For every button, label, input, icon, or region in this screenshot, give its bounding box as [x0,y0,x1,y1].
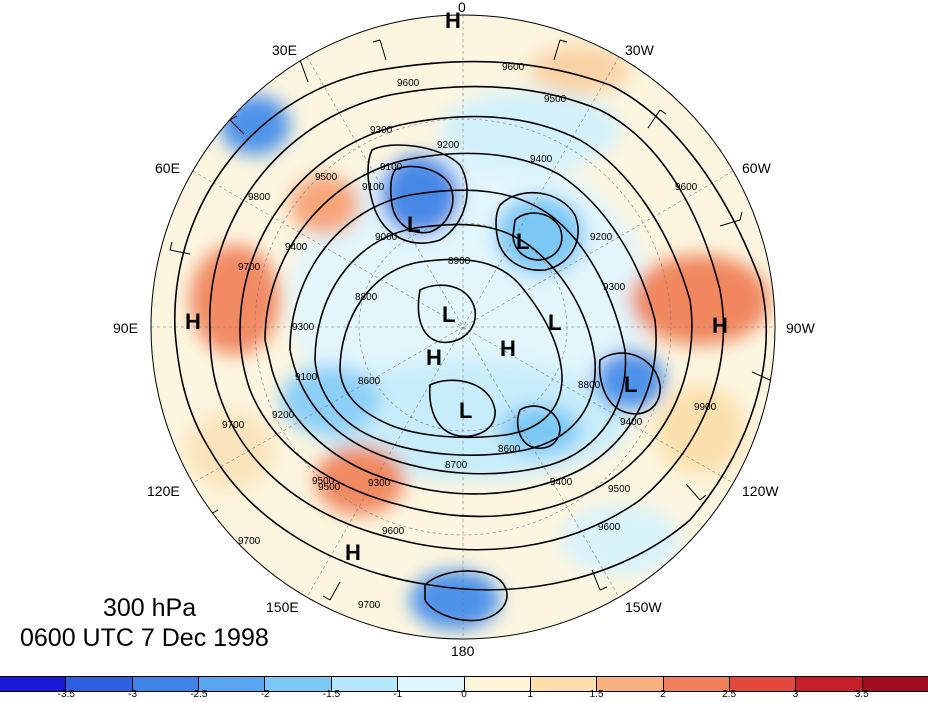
contour-label: 9500 [608,484,631,495]
contour-label: 9900 [694,402,717,413]
low-marker: L [407,212,420,237]
colorbar-segment [0,677,67,691]
contour-label: 9200 [272,410,295,421]
lon-label-60e: 60E [155,160,180,176]
colorbar-segment [530,677,598,691]
contour-label: 9700 [222,420,245,431]
contour-label: 9400 [530,154,553,165]
contour-label: 9400 [620,417,643,428]
lon-label-0: 0 [458,0,466,15]
colorbar-segment [265,677,332,691]
colorbar-tick-label: 0 [461,689,467,700]
colorbar-segment [132,677,200,691]
lon-label-30w: 30W [625,42,655,58]
map-boundary [150,14,776,640]
low-marker: L [459,398,472,423]
colorbar-segment [398,677,465,691]
contour-label: 9400 [550,477,573,488]
contour-label: 9500 [315,172,338,183]
colorbar-segment [729,677,797,691]
high-marker: H [185,309,201,334]
chart-title-time: 0600 UTC 7 Dec 1998 [20,624,269,652]
contour-label: 9600 [382,526,405,537]
colorbar-tick-label: 3.5 [854,689,869,700]
contour-label: 9600 [502,62,525,73]
contour-label: 9700 [238,536,261,547]
lon-label-30e: 30E [272,42,297,58]
contour-label: 9300 [370,125,393,136]
longitude-labels: 0 30W 60W 90W 120W 150W 180 150E 120E 90… [113,0,816,659]
contour-label: 8600 [358,376,381,387]
lon-label-60w: 60W [742,160,772,176]
contour-label: 9100 [362,182,385,193]
colorbar-segment [464,677,531,691]
low-marker: L [548,310,561,335]
colorbar-tick-label: -3.5 [57,689,75,700]
colorbar-segment [66,677,133,691]
colorbar-segment [331,677,399,691]
contour-label: 9500 [318,482,341,493]
colorbar-segment [597,677,664,691]
contour-label: 8900 [448,256,471,267]
lon-label-180: 180 [451,643,475,659]
contour-label: 9600 [675,182,698,193]
contour-label: 8800 [355,292,378,303]
contour-label: 9200 [437,140,460,151]
lon-label-120e: 120E [147,483,180,499]
contour-label: 9300 [603,282,626,293]
contour-label: 9100 [380,162,403,173]
contour-label: 9400 [285,242,308,253]
colorbar-tick-label: 2.5 [722,689,737,700]
colorbar-tick-label: 1 [527,689,534,700]
colorbar-segment [663,677,730,691]
colorbar-segment [862,677,928,691]
colorbar-tick-label: -1.5 [322,689,341,700]
pressure-centers: H L L L L H H L L H H H [185,8,728,565]
contour-label: 9700 [358,600,381,611]
colorbar-tick-label: 2 [660,689,666,700]
polar-map: 9600 9600 9500 9400 9300 9200 9100 9000 … [113,0,816,659]
low-marker: L [516,229,529,254]
colorbar [0,676,928,692]
contour-label: 9100 [295,372,318,383]
contour-label: 9300 [292,322,315,333]
colorbar-tick-label: 3 [792,689,799,700]
lon-label-120w: 120W [742,483,779,499]
height-contours [174,60,767,622]
lon-label-150e: 150E [266,599,299,615]
high-marker: H [345,540,361,565]
high-marker: H [500,336,516,361]
graticule [151,15,775,639]
contour-label: 8600 [498,444,521,455]
colorbar-tick-label: -2 [260,689,270,700]
high-marker: H [712,313,728,338]
colorbar-tick-label: -1 [393,689,403,700]
contour-label: 9700 [238,262,261,273]
contour-labels: 9600 9600 9500 9400 9300 9200 9100 9000 … [222,62,717,611]
contour-label: 9300 [368,478,391,489]
chart-title-level: 300 hPa [103,594,197,622]
contour-label: 9600 [598,522,621,533]
contour-label: 8800 [578,380,601,391]
contour-label: 9000 [375,232,398,243]
lon-label-90e: 90E [113,320,138,336]
low-marker: L [624,372,637,397]
lon-label-150w: 150W [625,599,662,615]
colorbar-tick-labels: -3.5 -3 -2.5 -2 -1.5 -1 0 1 1.5 2 2.5 3 3.5 [0,689,928,702]
contour-label: 9500 [312,476,335,487]
contour-label: 9600 [397,78,420,89]
contour-label: 8700 [445,460,468,471]
contour-label: 9500 [544,94,567,105]
colorbar-tick-label: -3 [128,689,138,700]
colorbar-tick-label: -2.5 [190,689,208,700]
colorbar-segment [796,677,863,691]
high-marker: H [445,8,461,33]
low-marker: L [442,302,455,327]
contour-label: 9800 [248,192,271,203]
contour-label: 9200 [590,232,613,243]
colorbar-tick-label: 1.5 [589,689,604,700]
colorbar-segment [199,677,266,691]
lon-label-90w: 90W [786,320,816,336]
high-marker: H [426,345,442,370]
